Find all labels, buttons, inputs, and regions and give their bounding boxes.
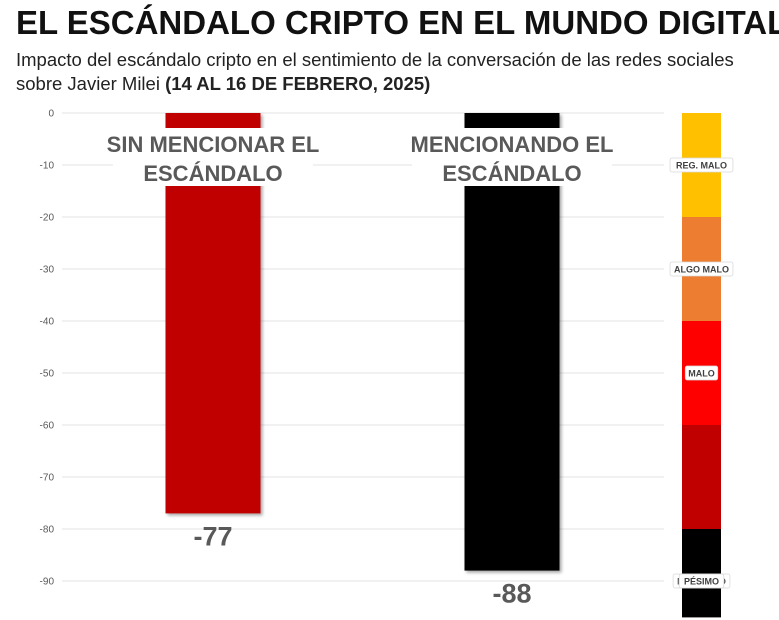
y-axis: 0 -10 -20 -30 -40 -50 -60 -70 -80 -90: [40, 109, 55, 588]
scale-label-background: [684, 365, 719, 381]
bars: SIN MENCIONAR EL ESCÁNDALO -77 MENCIONANDO …: [107, 113, 614, 609]
scale-label-text: PÉSIMO: [684, 577, 719, 587]
y-tick-label: 0: [48, 109, 54, 120]
y-tick-label: -30: [40, 265, 55, 276]
scale-label-background: [669, 261, 734, 277]
y-tick-label: -20: [40, 213, 55, 224]
y-tick-label: -60: [40, 421, 55, 432]
scale-label: ALGO MALO: [669, 261, 734, 277]
scale-label: PÉSIMO: [678, 573, 725, 589]
value-label: -77: [193, 521, 232, 551]
scale-label-text: MALO: [688, 369, 715, 379]
scale-label-text: ALGO MALO: [674, 265, 729, 275]
scale-label: MALO: [684, 365, 719, 381]
category-label-line: MENCIONANDO EL: [411, 132, 614, 157]
subtitle-text: Impacto del escándalo cripto en el senti…: [16, 49, 734, 94]
y-tick-label: -10: [40, 161, 55, 172]
scale-segment: [682, 529, 721, 618]
scale-label-background: [669, 157, 734, 173]
y-tick-label: -40: [40, 317, 55, 328]
category-label: SIN MENCIONAR EL ESCÁNDALO: [107, 128, 320, 186]
chart-subtitle: Impacto del escándalo cripto en el senti…: [16, 48, 756, 96]
category-label-line: SIN MENCIONAR EL: [107, 132, 320, 157]
category-label-background: [412, 128, 612, 186]
y-tick-label: -50: [40, 369, 55, 380]
subtitle-dates: (14 AL 16 DE FEBRERO, 2025): [165, 73, 431, 94]
scale-label: REG. MALO: [669, 157, 734, 173]
category-label: MENCIONANDO EL ESCÁNDALO: [411, 128, 614, 186]
category-label-line: ESCÁNDALO: [143, 161, 282, 186]
bar: [464, 113, 560, 571]
y-tick-label: -70: [40, 473, 55, 484]
scale-segment: [682, 425, 721, 529]
value-label: -88: [492, 579, 531, 609]
scale-label-text: REG. MALO: [676, 161, 727, 171]
chart-title: EL ESCÁNDALO CRIPTO EN EL MUNDO DIGITAL: [16, 4, 779, 41]
scale-label-background: [678, 573, 725, 589]
category-label-background: [113, 128, 313, 186]
category-label-line: ESCÁNDALO: [442, 161, 581, 186]
y-tick-label: -90: [40, 577, 55, 588]
y-tick-label: -80: [40, 525, 55, 536]
